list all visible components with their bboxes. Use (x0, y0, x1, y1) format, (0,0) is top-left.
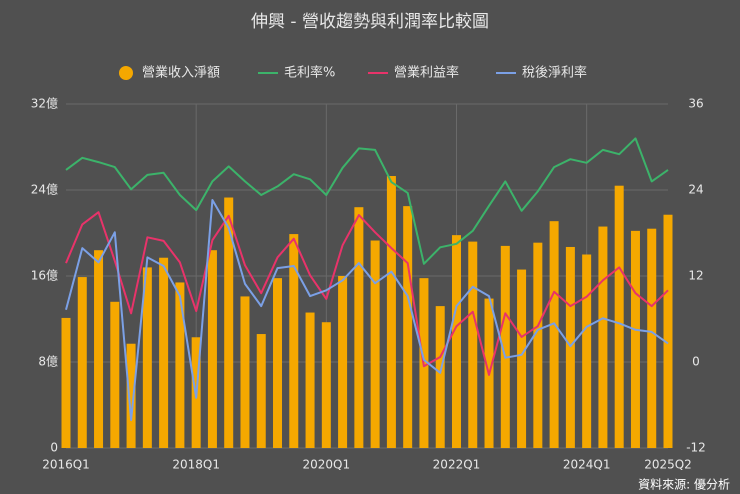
bar (224, 197, 234, 448)
bar (614, 185, 624, 448)
bar (500, 245, 510, 448)
bar (94, 250, 104, 448)
bar (175, 282, 185, 448)
bar (289, 234, 299, 448)
bar (370, 240, 380, 448)
bar (354, 207, 364, 448)
x-tick-label: 2020Q1 (303, 458, 351, 472)
bar (321, 322, 331, 448)
x-tick-label: 2018Q1 (172, 458, 220, 472)
line-series (65, 137, 669, 265)
y2-tick-label: 0 (692, 355, 700, 369)
line-series (65, 211, 669, 376)
x-tick-label: 2016Q1 (42, 458, 90, 472)
bar (533, 242, 543, 448)
bar (647, 228, 657, 448)
chart-title: 伸興 - 營收趨勢與利潤率比較圖 (251, 12, 489, 32)
bar (305, 312, 315, 448)
bar (110, 301, 120, 448)
bar (403, 206, 413, 448)
bar (435, 306, 445, 448)
bar (663, 214, 673, 448)
y-tick-label: 32億 (31, 97, 58, 111)
bar (565, 246, 575, 448)
bar (273, 278, 283, 448)
y2-tick-label: -12 (686, 441, 706, 455)
y2-tick-label: 12 (688, 269, 703, 283)
bar (598, 226, 608, 448)
legend-label: 營業收入淨額 (142, 65, 220, 81)
bar (77, 277, 87, 448)
bar (61, 317, 71, 448)
y-tick-label: 24億 (31, 183, 58, 197)
source-note: 資料來源: 優分析 (638, 478, 730, 492)
bar (240, 296, 250, 448)
bar (142, 267, 152, 448)
y2-tick-label: 24 (688, 183, 703, 197)
bar (468, 241, 478, 448)
bar (126, 343, 136, 448)
y2-tick-label: 36 (688, 97, 703, 111)
legend-label: 稅後淨利率 (522, 65, 587, 81)
legend-label: 營業利益率 (394, 65, 459, 81)
x-tick-label: 2025Q2 (644, 458, 692, 472)
bar (159, 257, 169, 448)
bar (338, 276, 348, 448)
line-series (65, 199, 669, 422)
x-tick-label: 2024Q1 (563, 458, 611, 472)
bar (256, 334, 266, 448)
bar (386, 176, 396, 448)
bar (549, 221, 559, 448)
bar (630, 230, 640, 448)
y-tick-label: 16億 (31, 269, 58, 283)
legend-label: 毛利率% (284, 65, 335, 81)
y-tick-label: 0 (50, 441, 58, 455)
bar (517, 269, 527, 448)
bar (451, 235, 461, 448)
x-tick-label: 2022Q1 (433, 458, 481, 472)
y-tick-label: 8億 (38, 355, 58, 369)
bar (207, 250, 217, 448)
legend-swatch (119, 66, 133, 80)
bar (582, 254, 592, 448)
